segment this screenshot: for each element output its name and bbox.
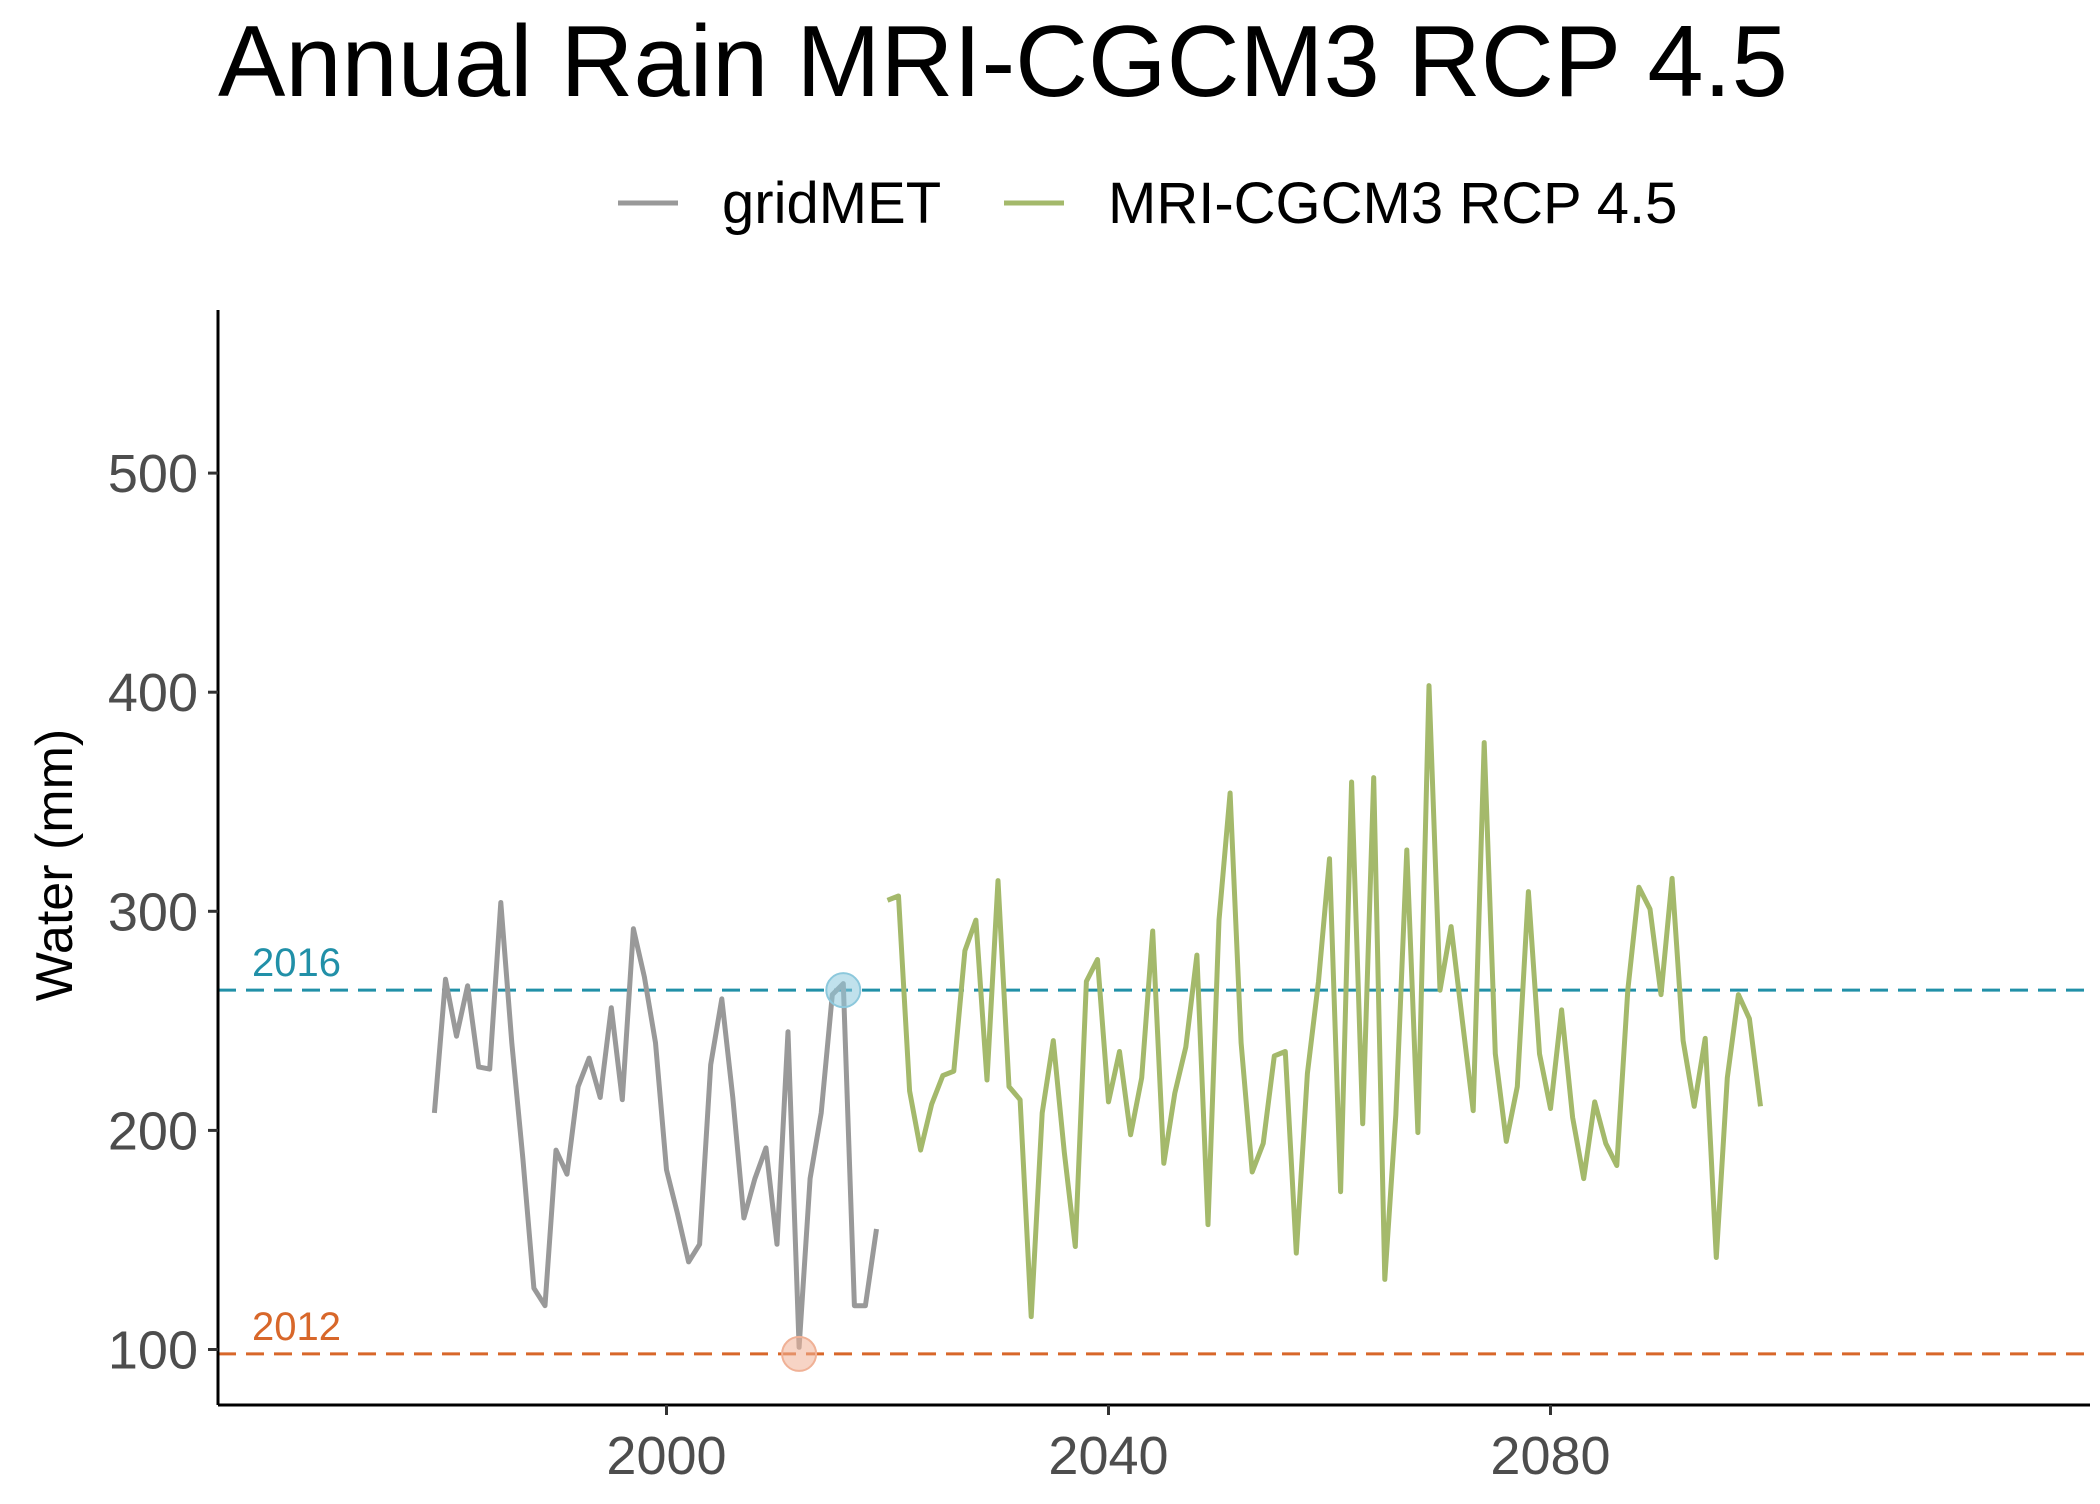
legend-label: gridMET — [722, 171, 941, 236]
axes: 100 200 300 400 500 2000 2040 2080 — [108, 310, 2090, 1486]
x-tick-label: 2080 — [1490, 1426, 1610, 1486]
y-tick-label: 200 — [108, 1101, 198, 1161]
highlight-point-2016 — [825, 972, 862, 1009]
y-axis-ticks: 100 200 300 400 500 — [108, 444, 218, 1381]
highlight-points — [781, 972, 862, 1372]
x-tick-label: 2040 — [1048, 1426, 1168, 1486]
reference-line-label: 2016 — [252, 941, 341, 985]
highlight-point-2012 — [781, 1335, 818, 1372]
series-line-gridmet — [431, 900, 879, 1350]
plot-area: 2016 2012 — [218, 683, 2090, 1372]
y-axis-label: Water (mm) — [26, 729, 84, 1001]
legend-label: MRI-CGCM3 RCP 4.5 — [1108, 171, 1677, 236]
y-tick-label: 500 — [108, 444, 198, 504]
x-tick-label: 2000 — [606, 1426, 726, 1486]
legend-item: MRI-CGCM3 RCP 4.5 — [1004, 171, 1677, 236]
chart-legend: gridMET MRI-CGCM3 RCP 4.5 — [618, 171, 1677, 236]
y-tick-label: 400 — [108, 663, 198, 723]
y-tick-label: 300 — [108, 882, 198, 942]
chart-title: Annual Rain MRI-CGCM3 RCP 4.5 — [218, 6, 1788, 118]
series-line-mri-cgcm3-rcp45 — [886, 683, 1763, 1320]
reference-line-label: 2012 — [252, 1305, 341, 1349]
legend-item: gridMET — [618, 171, 941, 236]
series-lines — [431, 683, 1763, 1350]
x-axis-ticks: 2000 2040 2080 — [606, 1405, 1611, 1486]
y-tick-label: 100 — [108, 1321, 198, 1381]
